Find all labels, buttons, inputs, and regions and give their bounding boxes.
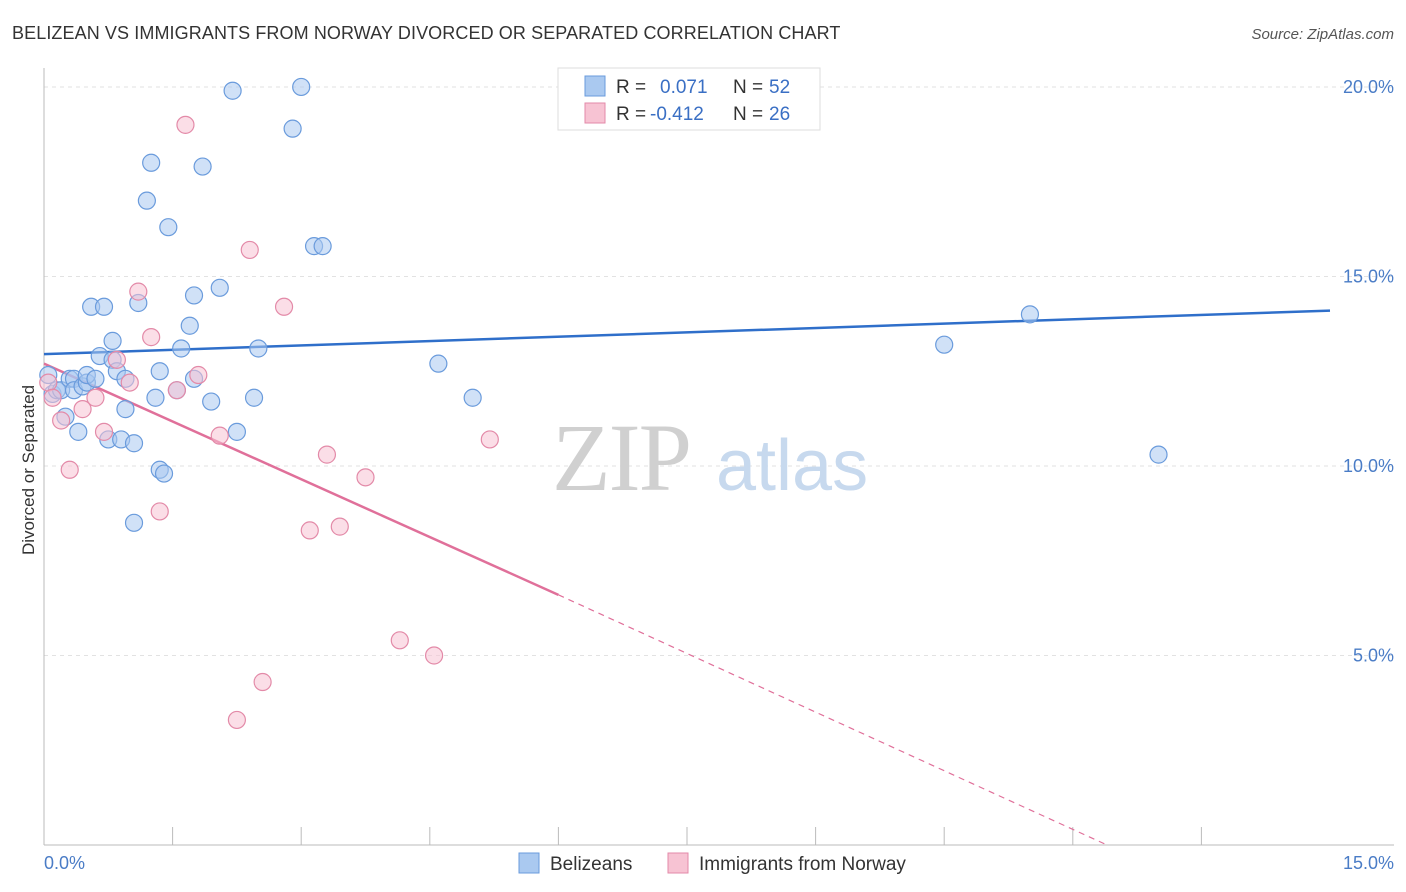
point-norway-3 [60,460,79,479]
legend-label-belizeans: Belizeans [550,854,632,875]
point-belizeans-41 [223,81,242,100]
point-belizeans-35 [180,316,199,335]
series-legend: Belizeans Immigrants from Norway [518,852,906,875]
point-belizeans-8 [69,422,88,441]
point-belizeans-29 [150,362,169,381]
chart-source: Source: ZipAtlas.com [1251,26,1394,43]
point-norway-15 [210,426,229,445]
trend-line-0 [43,309,1331,356]
stats-r-value-1: 0.071 [660,77,708,98]
y-axis-label: Divorced or Separated [19,385,38,555]
point-norway-0 [39,373,58,392]
point-belizeans-42 [227,422,246,441]
point-norway-23 [356,468,375,487]
point-norway-17 [240,240,259,260]
point-belizeans-19 [103,331,122,350]
watermark-zip: ZIP [552,404,690,511]
point-norway-14 [189,365,208,385]
point-belizeans-39 [202,392,221,411]
watermark-atlas: atlas [716,426,868,506]
point-norway-16 [227,710,246,730]
legend-label-norway: Immigrants from Norway [699,854,906,875]
point-norway-20 [300,521,319,540]
point-norway-5 [86,388,105,407]
point-norway-24 [390,631,409,650]
point-belizeans-23 [124,434,144,453]
stats-r-value-2: -0.412 [650,104,704,125]
point-belizeans-36 [184,286,204,305]
point-belizeans-40 [210,278,229,297]
point-belizeans-48 [313,237,332,256]
point-norway-13 [176,115,195,134]
stats-n-value-2: 26 [769,104,790,125]
y-tick-label-0: 20.0% [1343,77,1394,97]
point-norway-25 [424,646,444,665]
point-belizeans-24 [124,513,144,532]
point-belizeans-34 [172,339,191,358]
point-belizeans-27 [142,153,161,172]
point-norway-18 [253,672,272,692]
stats-r-label-1: R = [616,77,646,98]
x-tick-label-min: 0.0% [44,853,85,873]
stats-legend-swatch-belizeans [584,75,606,97]
point-norway-26 [480,430,499,449]
point-belizeans-12 [86,369,105,388]
chart-title: BELIZEAN VS IMMIGRANTS FROM NORWAY DIVOR… [12,23,841,43]
point-belizeans-43 [244,388,264,407]
y-tick-label-2: 10.0% [1343,456,1394,476]
point-norway-11 [150,502,169,521]
stats-legend: R = 0.071 N = 52 R = -0.412 N = 26 [557,67,821,131]
point-norway-9 [129,282,148,301]
stats-n-label-1: N = [733,77,763,98]
point-belizeans-52 [1020,305,1040,324]
watermark: ZIP atlas [552,404,868,511]
point-belizeans-31 [154,464,174,483]
x-tick-label-max: 15.0% [1343,853,1394,873]
point-belizeans-22 [116,400,135,419]
axes [43,68,1394,846]
trend-line-extension-1 [558,594,1108,846]
point-norway-1 [43,388,62,407]
point-belizeans-28 [146,388,165,407]
y-tick-labels: 20.0% 15.0% 10.0% 5.0% [1343,77,1394,666]
point-norway-2 [52,411,71,430]
legend-swatch-belizeans [518,852,540,874]
point-norway-7 [107,350,126,369]
point-norway-6 [94,422,114,441]
point-belizeans-46 [292,77,311,97]
point-belizeans-45 [283,119,302,138]
data-points [39,77,1168,730]
point-belizeans-53 [1149,445,1168,464]
point-belizeans-44 [249,339,268,358]
legend-swatch-norway [667,852,689,874]
stats-legend-swatch-norway [584,102,606,124]
point-belizeans-50 [463,388,482,407]
point-norway-4 [73,400,92,419]
point-belizeans-38 [193,157,212,176]
point-belizeans-51 [935,335,954,354]
y-tick-label-1: 15.0% [1343,266,1394,286]
stats-r-label-2: R = [616,104,646,125]
point-belizeans-26 [137,191,156,210]
point-norway-10 [142,328,161,347]
point-norway-8 [120,373,139,392]
stats-n-value-1: 52 [769,77,790,98]
point-belizeans-49 [429,354,448,373]
point-norway-19 [274,297,294,316]
point-norway-21 [317,445,337,464]
y-tick-label-3: 5.0% [1353,645,1394,665]
grid-lines [44,86,1394,656]
point-norway-22 [330,517,349,536]
point-norway-12 [167,381,186,400]
stats-n-label-2: N = [733,104,763,125]
point-belizeans-32 [159,218,178,237]
point-belizeans-15 [94,297,114,316]
trend-lines [43,309,1331,846]
